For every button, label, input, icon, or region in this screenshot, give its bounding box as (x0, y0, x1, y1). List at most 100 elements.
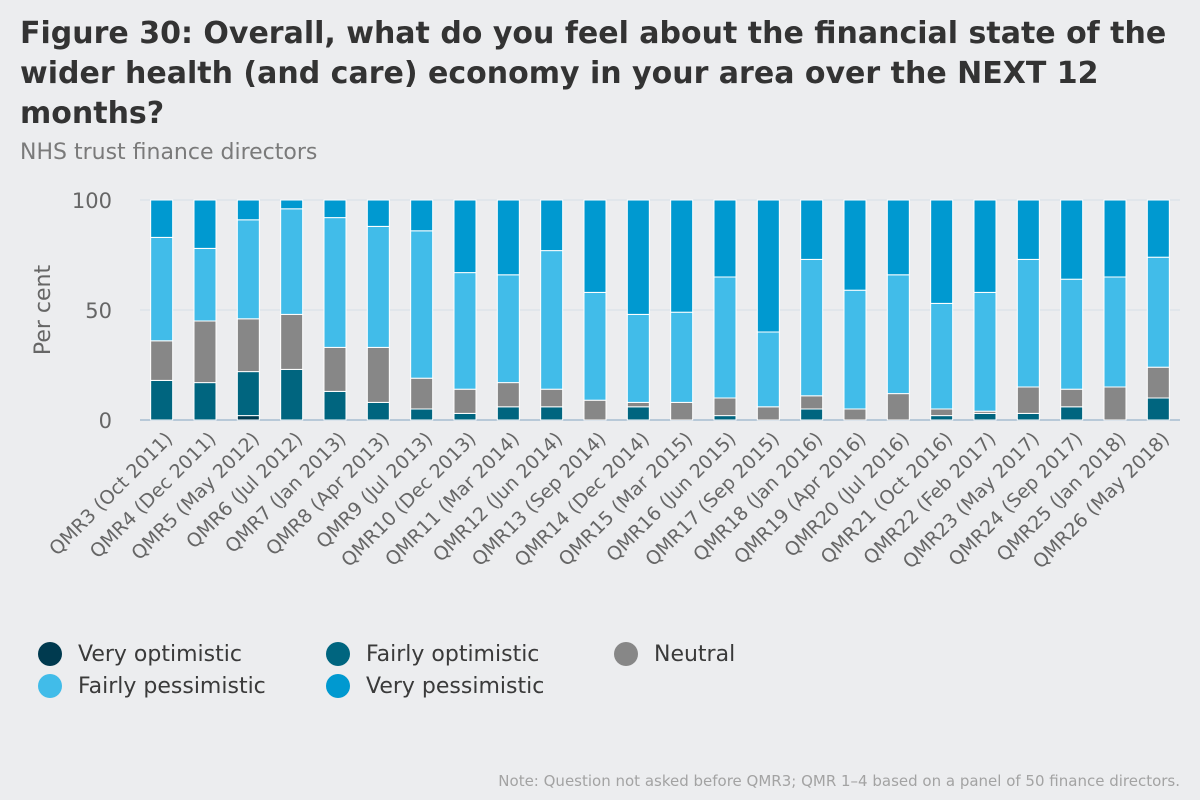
bar-segment (540, 406, 564, 421)
bar-segment (626, 313, 650, 403)
bar-segment (150, 199, 174, 238)
legend-swatch (614, 642, 638, 666)
bar-segment (150, 379, 174, 421)
bar-segment (1060, 278, 1084, 390)
bar-segment (583, 399, 607, 421)
bar-stack (713, 199, 737, 421)
bar-segment (756, 331, 780, 408)
bar-segment (323, 346, 347, 392)
bar-segment (973, 199, 997, 293)
legend-item: Fairly pessimistic (38, 672, 326, 700)
stacked-bar-chart: 0 50 100 QMR3 (Oct 2011)QMR4 (Dec 2011)QMR… (31, 189, 1180, 573)
bar-segment (843, 289, 867, 410)
bar-segment (366, 346, 390, 403)
bar-segment (1146, 366, 1170, 399)
legend-swatch (326, 674, 350, 698)
legend-item: Very optimistic (38, 640, 326, 668)
bar-stack (453, 199, 477, 421)
legend-item: Fairly optimistic (326, 640, 614, 668)
bar-segment (496, 406, 520, 421)
bar-stack (973, 199, 997, 421)
bar-stack (1060, 199, 1084, 421)
bar-segment (626, 401, 650, 408)
bar-segment (1103, 276, 1127, 388)
bar-segment (843, 408, 867, 421)
legend-label: Very optimistic (78, 641, 242, 667)
bar-stack (843, 199, 867, 421)
bar-segment (713, 199, 737, 278)
legend-label: Very pessimistic (366, 673, 545, 699)
bar-segment (670, 401, 694, 421)
bar-stack (800, 199, 824, 421)
bar-stack (193, 199, 217, 421)
bar-segment (540, 250, 564, 390)
bar-segment (323, 390, 347, 421)
bar-segment (1060, 199, 1084, 280)
bar-segment (670, 311, 694, 403)
y-tick-label: 0 (99, 409, 112, 433)
bar-segment (323, 199, 347, 219)
chart-subtitle: NHS trust finance directors (20, 140, 318, 165)
bar-stack (1146, 199, 1170, 421)
legend-label: Fairly optimistic (366, 641, 540, 667)
bar-segment (280, 208, 304, 315)
bar-segment (236, 318, 260, 373)
bar-segment (193, 199, 217, 249)
bar-stack (1103, 199, 1127, 421)
bar-segment (1016, 258, 1040, 388)
bar-segment (713, 397, 737, 417)
bar-segment (1103, 386, 1127, 421)
y-tick-label: 100 (72, 189, 112, 213)
bar-segment (236, 371, 260, 417)
bar-segment (496, 382, 520, 408)
bar-stack (540, 199, 564, 421)
bar-segment (756, 406, 780, 421)
bar-segment (453, 199, 477, 274)
bar-segment (366, 225, 390, 348)
bar-stack (1016, 199, 1040, 421)
bar-segment (1060, 388, 1084, 408)
bar-segment (150, 340, 174, 381)
legend-item: Neutral (614, 640, 794, 668)
x-axis-ticks: QMR3 (Oct 2011)QMR4 (Dec 2011)QMR5 (May … (45, 428, 1174, 573)
bar-segment (800, 258, 824, 397)
bar-segment (1016, 386, 1040, 414)
chart-title: Figure 30: Overall, what do you feel abo… (20, 16, 1167, 131)
footnote: Note: Question not asked before QMR3; QM… (498, 772, 1180, 790)
y-axis-ticks: 0 50 100 (72, 189, 112, 433)
bar-segment (323, 217, 347, 348)
bar-segment (843, 199, 867, 291)
bar-segment (366, 199, 390, 227)
bar-segment (583, 199, 607, 293)
legend-label: Neutral (654, 641, 736, 667)
bar-segment (1016, 199, 1040, 260)
bar-segment (756, 199, 780, 333)
bar-segment (193, 320, 217, 384)
bar-segment (713, 276, 737, 399)
bar-segment (540, 199, 564, 252)
legend-swatch (326, 642, 350, 666)
bar-stack (583, 199, 607, 421)
bar-segment (410, 377, 434, 410)
bar-stack (150, 199, 174, 421)
bar-segment (886, 274, 910, 395)
bar-segment (1146, 397, 1170, 421)
bar-segment (150, 236, 174, 342)
bar-segment (540, 388, 564, 408)
bar-segment (930, 302, 954, 410)
y-axis-label: Per cent (31, 265, 56, 356)
bar-segment (496, 274, 520, 384)
bar-stack (626, 199, 650, 421)
legend-swatch (38, 642, 62, 666)
bar-segment (930, 199, 954, 304)
bar-segment (1060, 406, 1084, 421)
bar-stack (236, 199, 260, 421)
bar-segment (453, 412, 477, 421)
legend: Very optimistic Fairly optimistic Neutral F… (38, 640, 798, 700)
bar-segment (973, 412, 997, 421)
bar-segment (280, 199, 304, 210)
bar-segment (930, 408, 954, 417)
bar-segment (280, 313, 304, 370)
y-tick-label: 50 (85, 299, 112, 323)
bar-stack (410, 199, 434, 421)
